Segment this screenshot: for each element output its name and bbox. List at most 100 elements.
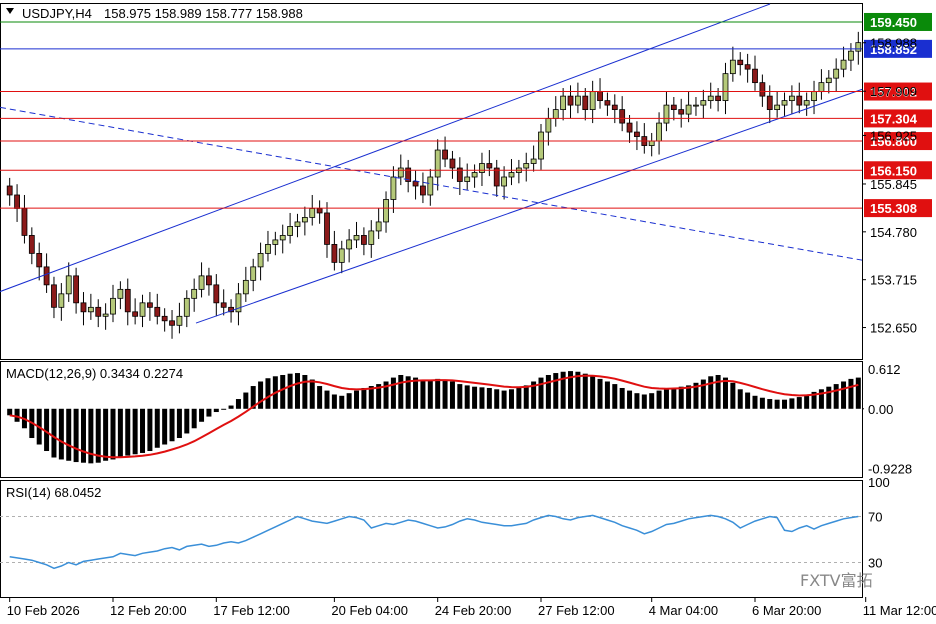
candle-body <box>397 167 404 178</box>
candle-body <box>464 176 471 182</box>
candle-body <box>65 275 72 295</box>
macd-bar <box>656 390 662 409</box>
candle-body <box>833 68 840 79</box>
macd-bar <box>176 408 182 439</box>
macd-bar <box>14 408 20 422</box>
menu-triangle-icon[interactable] <box>6 8 14 14</box>
candle-body <box>634 131 640 137</box>
macd-label: MACD(12,26,9) 0.3434 0.2274 <box>6 366 183 381</box>
macd-bar <box>582 373 588 409</box>
candle-body <box>21 208 28 236</box>
macd-bar <box>442 380 448 409</box>
macd-bar <box>693 382 699 409</box>
time-tick-label: 17 Feb 12:00 <box>213 603 290 618</box>
candle-body <box>287 226 294 236</box>
candle-body <box>560 95 567 111</box>
candle-body <box>811 91 817 102</box>
candle-body <box>670 104 677 111</box>
candle-body <box>744 64 751 70</box>
macd-bar <box>855 377 861 409</box>
macd-tick-label: 0.00 <box>868 402 893 417</box>
macd-bar <box>833 384 839 409</box>
macd-bar <box>796 397 802 409</box>
macd-bar <box>494 389 500 409</box>
price-tick-label: 153.715 <box>870 273 917 288</box>
level-badge-label: 156.150 <box>870 163 917 178</box>
macd-bar <box>265 378 271 409</box>
macd-bar <box>619 387 625 409</box>
macd-bar <box>848 378 854 409</box>
macd-bar <box>575 371 581 409</box>
level-badge <box>864 132 932 151</box>
candle-body <box>567 95 574 106</box>
macd-bar <box>95 408 101 463</box>
macd-bar <box>479 387 485 409</box>
candle-body <box>456 167 463 182</box>
rsi-line: 100 70 30 <box>0 475 890 571</box>
macd-bar <box>715 374 721 409</box>
macd-bar <box>199 408 205 422</box>
macd-bar <box>324 390 330 409</box>
macd-bar <box>413 377 419 409</box>
macd-bar <box>604 381 610 409</box>
candle-body <box>434 149 441 178</box>
macd-bar <box>140 408 146 453</box>
macd-zero-bg <box>864 399 894 418</box>
candle-body <box>523 163 530 169</box>
macd-bar <box>472 386 478 409</box>
macd-bar <box>147 408 153 452</box>
macd-bar <box>745 392 751 409</box>
macd-bar <box>678 386 684 409</box>
candle-body <box>663 104 670 124</box>
candle-body <box>316 208 323 214</box>
candle-body <box>198 275 205 290</box>
macd-bar <box>331 394 337 409</box>
macd-bar <box>641 394 647 409</box>
macd-bar <box>568 371 574 409</box>
candle-body <box>213 284 220 304</box>
macd-bar <box>427 380 433 409</box>
candle-body <box>493 167 500 187</box>
candle-body <box>479 163 485 173</box>
macd-tick-label: 0.612 <box>868 362 901 377</box>
candle-body <box>788 95 795 102</box>
macd-bar <box>132 408 138 455</box>
macd-bar <box>294 373 300 409</box>
candle-body <box>420 185 426 196</box>
candle-body <box>139 302 146 317</box>
candle-body <box>685 104 692 115</box>
macd-bar <box>398 374 404 409</box>
macd-bar <box>752 395 758 409</box>
rsi-line-path <box>9 514 859 570</box>
macd-bar <box>154 408 160 448</box>
candle-body <box>294 221 301 227</box>
candle-body <box>235 293 242 313</box>
candle-body <box>146 302 153 308</box>
candle-body <box>412 181 419 187</box>
macd-bar <box>700 379 706 409</box>
macd-bar <box>354 390 360 409</box>
macd-bar <box>258 381 264 409</box>
macd-bar <box>449 381 455 409</box>
candle-body <box>73 275 80 304</box>
candle-body <box>338 248 345 263</box>
candle-body <box>619 109 626 124</box>
macd-bar <box>759 397 765 409</box>
level-badge-label: 156.800 <box>870 134 917 149</box>
rsi-panel <box>0 480 863 598</box>
macd-bar <box>361 387 367 409</box>
macd-bar <box>169 408 175 442</box>
price-tick-label: 155.845 <box>870 177 917 192</box>
macd-bar <box>162 408 168 445</box>
level-badge <box>864 39 932 58</box>
macd-bar <box>317 386 323 409</box>
macd-bar <box>649 393 655 409</box>
macd-bar <box>811 391 817 409</box>
candle-body <box>501 176 508 187</box>
macd-bar <box>671 387 677 409</box>
candle-body <box>28 235 35 254</box>
macd-bar <box>435 378 441 409</box>
candle-body <box>781 100 788 106</box>
candle-body <box>604 100 611 106</box>
